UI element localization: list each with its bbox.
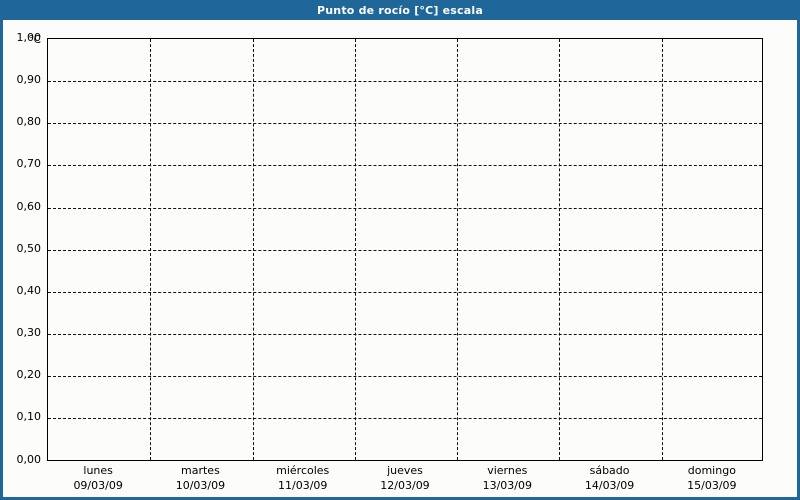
x-axis-day-name: sábado bbox=[589, 464, 630, 477]
gridline-horizontal bbox=[48, 207, 762, 209]
x-axis-date: 11/03/09 bbox=[278, 479, 328, 492]
x-axis-day-name: domingo bbox=[687, 464, 736, 477]
x-axis-date: 10/03/09 bbox=[175, 479, 226, 492]
y-axis-tick-label: 0,80 bbox=[16, 115, 42, 129]
gridline-vertical bbox=[150, 39, 152, 460]
y-axis-tick-label: 0,70 bbox=[16, 157, 42, 171]
x-axis-date: 15/03/09 bbox=[687, 479, 737, 492]
gridline-horizontal bbox=[48, 249, 762, 251]
x-axis-day-name: miércoles bbox=[276, 464, 330, 477]
x-axis-day-name: viernes bbox=[487, 464, 528, 477]
plot-area bbox=[47, 38, 763, 461]
gridline-vertical bbox=[354, 39, 356, 460]
x-axis-tick-label: martes 10/03/09 bbox=[149, 463, 251, 493]
x-axis: lunes 09/03/09 martes 10/03/09 miércoles 11/0… bbox=[47, 463, 763, 497]
y-axis-tick-label: 0,00 bbox=[16, 452, 42, 466]
x-axis-tick-label: lunes 09/03/09 bbox=[47, 463, 149, 493]
y-axis-tick-label: 0,90 bbox=[16, 73, 42, 87]
x-axis-date: 14/03/09 bbox=[584, 479, 635, 492]
x-axis-day-name: lunes bbox=[83, 464, 113, 477]
gridline-vertical bbox=[661, 39, 663, 460]
gridline-vertical bbox=[559, 39, 561, 460]
y-axis-tick-label: 0,50 bbox=[16, 241, 42, 255]
gridline-horizontal bbox=[48, 165, 762, 167]
x-axis-date: 09/03/09 bbox=[73, 479, 123, 492]
gridline-horizontal bbox=[48, 291, 762, 293]
gridline-horizontal bbox=[48, 123, 762, 125]
x-axis-tick-label: sábado 14/03/09 bbox=[558, 463, 660, 493]
x-axis-tick-label: domingo 15/03/09 bbox=[661, 463, 763, 493]
y-axis-tick-label: 0,60 bbox=[16, 199, 42, 213]
x-axis-day-name: martes bbox=[181, 464, 220, 477]
x-axis-date: 12/03/09 bbox=[380, 479, 430, 492]
x-axis-tick-label: viernes 13/03/09 bbox=[456, 463, 558, 493]
x-axis-date: 13/03/09 bbox=[482, 479, 532, 492]
gridline-horizontal bbox=[48, 334, 762, 336]
chart-canvas: °C 1,00 0,90 0,80 0,70 0,60 0,50 0,40 0,30 0,20 0… bbox=[3, 20, 797, 497]
x-axis-day-name: jueves bbox=[387, 464, 423, 477]
window-title-bar: Punto de rocío [°C] escala bbox=[3, 0, 797, 20]
y-axis-tick-label: 1,00 bbox=[16, 31, 42, 44]
y-axis-unit-label: °C bbox=[28, 34, 41, 46]
gridline-horizontal bbox=[48, 376, 762, 378]
gridline-horizontal bbox=[48, 81, 762, 83]
y-axis-tick-label: 0,10 bbox=[16, 410, 42, 424]
y-axis-tick-label: 0,20 bbox=[16, 368, 42, 382]
y-axis-tick-label: 0,30 bbox=[16, 326, 42, 340]
gridline-vertical bbox=[252, 39, 254, 460]
gridline-vertical bbox=[457, 39, 459, 460]
y-axis-tick-label: 0,40 bbox=[16, 283, 42, 297]
page-title: Punto de rocío [°C] escala bbox=[317, 3, 483, 17]
gridline-horizontal bbox=[48, 418, 762, 420]
x-axis-tick-label: miércoles 11/03/09 bbox=[252, 463, 354, 493]
x-axis-tick-label: jueves 12/03/09 bbox=[354, 463, 456, 493]
